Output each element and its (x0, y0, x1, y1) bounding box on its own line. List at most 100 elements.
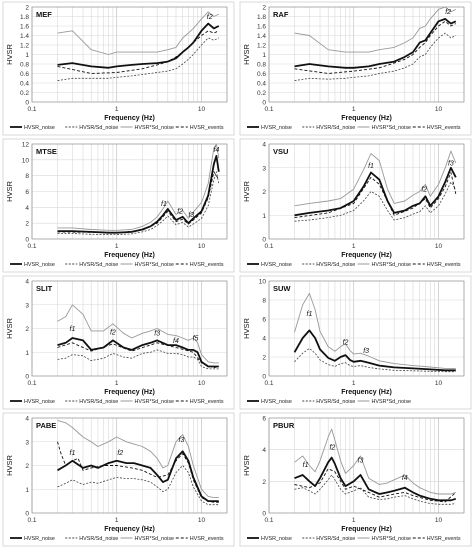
y-tick-label: 2 (262, 5, 266, 12)
y-tick-label: 10 (22, 157, 30, 164)
y-tick-label: 2 (25, 5, 29, 12)
peak-label: f2 (110, 329, 116, 336)
series-line-hvsr-sd-noise (294, 150, 457, 207)
series-line-hvsr-events (294, 20, 456, 74)
peak-label: f3 (154, 331, 160, 338)
peak-label: f2 (117, 450, 123, 457)
x-tick-label: 1 (352, 380, 356, 387)
y-tick-label: 0.4 (257, 81, 266, 88)
legend-entry: HVSR_events (190, 399, 224, 405)
x-tick-label: 10 (198, 106, 206, 113)
legend-entry: HVSR/Sd_noise (79, 399, 118, 405)
panel-suw: 0 2 4 6 8 10 0.1 1 10 SUW Frequency (Hz) HVSR f1 f2 f3… (239, 275, 472, 410)
legend-entry: HVSR/Sd_noise (79, 125, 118, 131)
series-line-hvsr-noise (57, 22, 220, 69)
legend-entry: HVSR/Sd_noise (79, 536, 118, 542)
peak-label: f1 (70, 326, 76, 333)
y-tick-label: 6 (25, 189, 29, 196)
y-tick-label: 1.8 (20, 14, 29, 21)
peak-label: f2 (207, 14, 213, 21)
plot-area (31, 280, 228, 377)
y-tick-label: 8 (262, 298, 266, 305)
panel-frame (239, 412, 472, 547)
plot-area (31, 143, 228, 240)
legend-entry: HVSR*Sd_noise (372, 399, 412, 405)
x-tick-label: 0.1 (264, 380, 273, 387)
station-label: PABE (36, 421, 56, 430)
y-tick-label: 0.6 (20, 71, 29, 78)
legend-entry: HVSR/Sd_noise (316, 125, 355, 131)
y-tick-label: 8 (25, 173, 29, 180)
y-tick-label: 2 (262, 355, 266, 362)
x-tick-label: 10 (435, 243, 443, 250)
y-tick-label: 0 (25, 511, 29, 518)
y-tick-label: 0.6 (257, 71, 266, 78)
y-axis-label: HVSR (5, 181, 14, 202)
x-tick-label: 1 (115, 106, 119, 113)
series-line-hvsr-sd-noise (57, 349, 219, 370)
series-line-hvsr-noise (57, 154, 220, 234)
series-line-hvsr-sd-noise (294, 181, 457, 222)
panel-frame (2, 275, 235, 410)
panel-raf: 0 0.2 0.4 0.6 0.8 1 1.2 1.4 1.6 1.8 2 0.1 1 10 RAF Freq… (239, 1, 472, 136)
y-tick-label: 0 (25, 100, 29, 107)
series-line-hvsr-sd-noise (57, 304, 219, 364)
series-line-hvsr-noise (57, 337, 219, 368)
legend-entry: HVSR*Sd_noise (135, 399, 175, 405)
y-tick-label: 2 (262, 189, 266, 196)
legend-entry: HVSR/Sd_noise (316, 536, 355, 542)
peak-label: f5 (193, 335, 199, 342)
legend-entry: HVSR_noise (261, 262, 292, 268)
series-line-hvsr-noise (293, 329, 456, 372)
legend-entry: HVSR*Sd_noise (372, 262, 412, 268)
series-line-hvsr-sd-noise (57, 143, 220, 231)
series-line-hvsr-events (294, 468, 457, 503)
legend-entry: HVSR/Sd_noise (79, 262, 118, 268)
y-tick-label: 0.2 (20, 90, 29, 97)
panel-mef: 0 0.2 0.4 0.6 0.8 1 1.2 1.4 1.6 1.8 2 0.1 1 10 MEF Freq… (2, 1, 235, 136)
peak-label: f2 (177, 209, 183, 216)
x-tick-label: 10 (198, 380, 206, 387)
x-tick-label: 10 (435, 380, 443, 387)
y-tick-label: 6 (262, 317, 266, 324)
x-axis-label: Frequency (Hz) (341, 115, 392, 122)
x-axis-label: Frequency (Hz) (341, 526, 392, 533)
panel-frame (239, 1, 472, 136)
panel-pabe: 0 1 2 3 4 0.1 1 10 PABE Frequency (Hz) HVSR f1 f2 f3 H… (2, 412, 235, 547)
y-tick-label: 12 (22, 142, 30, 149)
y-axis-label: HVSR (5, 44, 14, 65)
y-tick-label: 1 (262, 213, 266, 220)
x-tick-label: 0.1 (27, 243, 36, 250)
x-axis-label: Frequency (Hz) (341, 389, 392, 396)
series-line-hvsr-noise (57, 450, 219, 503)
peak-label: f4 (173, 338, 179, 345)
x-tick-label: 1 (352, 517, 356, 524)
x-tick-label: 10 (435, 517, 443, 524)
y-tick-label: 0 (262, 511, 266, 518)
y-tick-label: 1.4 (257, 33, 266, 40)
legend-entry: HVSR_noise (24, 262, 55, 268)
panel-frame (239, 275, 472, 410)
legend-entry: HVSR_noise (24, 399, 55, 405)
y-tick-label: 1.2 (20, 43, 29, 50)
x-axis-label: Frequency (Hz) (104, 389, 155, 396)
y-tick-label: 1.8 (257, 14, 266, 21)
series-line-hvsr-sd-noise (294, 6, 456, 53)
y-axis-label: HVSR (242, 181, 251, 202)
series-line-hvsr-sd-noise (294, 292, 456, 369)
legend-entry: HVSR_events (190, 536, 224, 542)
legend-entry: HVSR_noise (24, 536, 55, 542)
y-tick-label: 2 (25, 463, 29, 470)
peak-label: f4 (213, 147, 219, 154)
panel-frame (2, 412, 235, 547)
x-axis-label: Frequency (Hz) (104, 526, 155, 533)
series-line-hvsr-sd-noise (57, 465, 219, 506)
y-axis-label: HVSR (242, 455, 251, 476)
legend-entry: HVSR_noise (261, 536, 292, 542)
y-tick-label: 0 (262, 100, 266, 107)
y-tick-label: 2 (25, 326, 29, 333)
x-tick-label: 0.1 (264, 517, 273, 524)
y-tick-label: 0.8 (20, 62, 29, 69)
legend-entry: HVSR/Sd_noise (316, 399, 355, 405)
peak-label: f1 (161, 201, 167, 208)
